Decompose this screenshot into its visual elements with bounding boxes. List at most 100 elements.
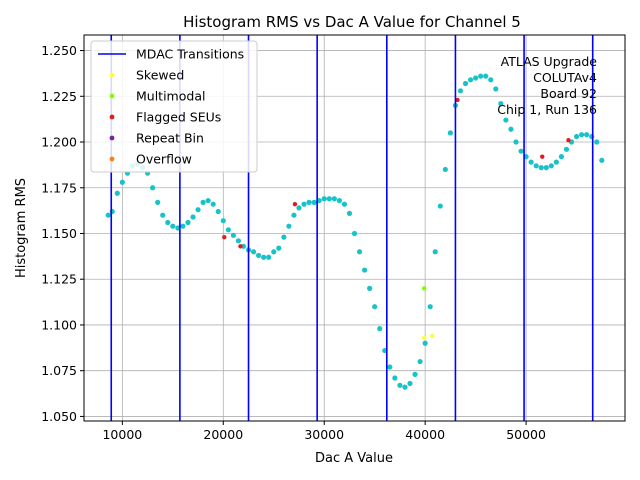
data-point: [447, 130, 453, 136]
data-point: [467, 77, 474, 83]
x-axis-label: Dac A Value: [315, 451, 393, 466]
data-point: [276, 245, 282, 251]
data-point: [508, 126, 514, 132]
y-tick-label: 1.075: [41, 363, 77, 378]
data-point: [109, 208, 115, 215]
y-axis-label: Histogram RMS: [14, 178, 29, 278]
data-point: [235, 238, 242, 244]
data-point: [599, 157, 605, 163]
data-point: [437, 203, 443, 209]
legend-label: MDAC Transitions: [136, 47, 244, 62]
data-point: [457, 88, 464, 94]
legend-swatch: [109, 135, 115, 141]
data-point: [165, 219, 171, 226]
data-point: [119, 179, 125, 185]
data-point: [155, 199, 161, 205]
flagged-seus-point: [540, 154, 545, 159]
plot-frame: [83, 34, 626, 422]
data-point: [215, 208, 221, 215]
y-tick-label: 1.125: [41, 272, 77, 287]
data-point: [503, 117, 509, 123]
x-tick-label: 40000: [405, 427, 445, 442]
data-point: [351, 230, 358, 237]
legend-swatch: [109, 93, 115, 99]
data-point: [584, 132, 590, 138]
data-point: [488, 77, 494, 83]
data-point: [402, 384, 408, 390]
data-point: [306, 199, 312, 205]
y-ticks: 1.050 1.075 1.100 1.125 1.150 1.175 1.200 1.225…: [41, 43, 84, 424]
data-point: [220, 218, 226, 224]
data-point: [296, 205, 302, 211]
x-tick-label: 50000: [506, 427, 546, 442]
data-points: [105, 73, 605, 390]
data-point: [412, 371, 418, 377]
skewed-point: [430, 333, 435, 339]
data-point: [190, 214, 196, 220]
data-point: [250, 249, 257, 255]
y-tick-label: 1.150: [41, 226, 77, 241]
data-point: [195, 207, 201, 213]
data-point: [377, 326, 383, 332]
legend-box: [90, 40, 258, 173]
data-point: [473, 75, 479, 81]
data-point: [367, 285, 373, 291]
multimodal-point: [421, 286, 427, 291]
data-point: [210, 201, 216, 207]
y-tick-label: 1.200: [41, 135, 77, 150]
data-point: [321, 196, 327, 202]
data-point: [281, 234, 287, 240]
data-point: [230, 232, 236, 238]
data-point: [417, 358, 423, 365]
data-point: [462, 80, 469, 87]
data-point: [336, 197, 342, 204]
data-point: [326, 196, 332, 202]
data-point: [160, 212, 166, 218]
legend-label: Flagged SEUs: [136, 110, 221, 125]
data-point: [589, 133, 595, 140]
data-point: [563, 146, 570, 152]
x-tick-label: 10000: [102, 427, 142, 442]
legend-label: Skewed: [136, 68, 184, 83]
data-point: [493, 86, 499, 92]
data-point: [432, 249, 438, 255]
data-point: [518, 148, 524, 154]
flagged-seus-point: [222, 234, 227, 240]
data-point: [553, 159, 559, 165]
data-point: [513, 139, 519, 145]
legend-label: Repeat Bin: [136, 131, 204, 146]
data-point: [271, 249, 277, 255]
x-ticks: 10000 20000 30000 40000 50000: [102, 421, 546, 442]
y-tick-label: 1.050: [41, 409, 77, 424]
data-point: [548, 163, 554, 169]
flagged-seus-point: [292, 202, 298, 207]
legend: MDAC Transitions Skewed Multimodal Flagged …: [90, 40, 258, 173]
data-point: [356, 249, 363, 255]
data-point: [286, 223, 292, 229]
data-point: [185, 219, 191, 226]
data-point: [361, 267, 368, 273]
skewed-point: [421, 335, 427, 340]
flagged-seus-point: [566, 137, 571, 143]
legend-label: Overflow: [136, 152, 192, 167]
annotation-line: ATLAS Upgrade: [501, 54, 598, 69]
y-tick-label: 1.175: [41, 180, 77, 195]
data-point: [291, 212, 297, 218]
data-point: [442, 166, 448, 173]
data-point: [256, 252, 262, 259]
data-point: [105, 212, 111, 218]
y-tick-label: 1.225: [41, 89, 77, 104]
data-point: [387, 364, 393, 370]
data-point: [427, 304, 433, 310]
data-point: [311, 199, 317, 205]
data-point: [594, 139, 600, 145]
data-point: [266, 254, 272, 260]
legend-swatch: [109, 156, 115, 162]
flagged-seus-point: [455, 97, 460, 103]
y-tick-label: 1.250: [41, 43, 77, 58]
data-point: [180, 223, 186, 229]
data-point: [407, 380, 413, 387]
legend-swatch: [109, 114, 115, 120]
